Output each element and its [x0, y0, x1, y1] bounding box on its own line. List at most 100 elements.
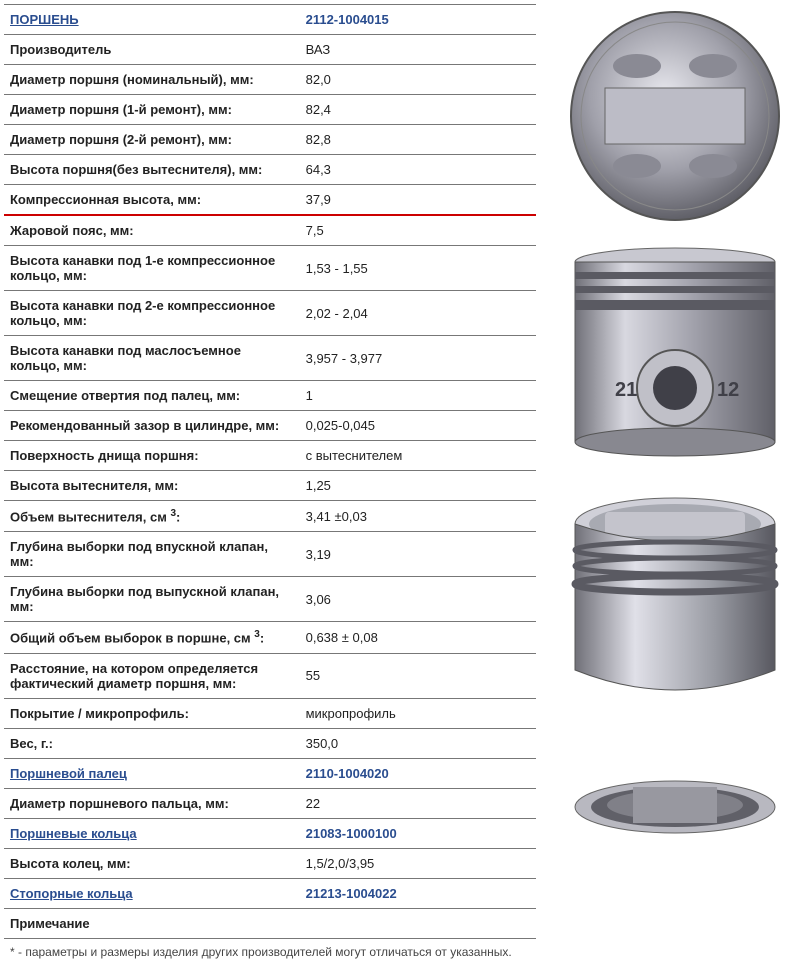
spec-label: Диаметр поршня (1-й ремонт), мм: — [4, 95, 300, 125]
spec-value: 2112-1004015 — [300, 5, 536, 35]
svg-text:21: 21 — [615, 379, 637, 401]
spec-row: Покрытие / микропрофиль:микропрофиль — [4, 698, 536, 728]
spec-label: Объем вытеснителя, см 3: — [4, 501, 300, 532]
spec-value: 2,02 - 2,04 — [300, 291, 536, 336]
spec-row: Высота поршня(без вытеснителя), мм:64,3 — [4, 155, 536, 185]
spec-label: Примечание — [4, 908, 300, 938]
spec-label: Поршневые кольца — [4, 818, 300, 848]
spec-label: Высота поршня(без вытеснителя), мм: — [4, 155, 300, 185]
spec-value: 3,957 - 3,977 — [300, 336, 536, 381]
spec-row: ПроизводительВАЗ — [4, 35, 536, 65]
spec-label: Диаметр поршневого пальца, мм: — [4, 788, 300, 818]
spec-row: Поршневые кольца 21083-1000100 — [4, 818, 536, 848]
spec-label: Расстояние, на котором определяется факт… — [4, 653, 300, 698]
spec-row: Примечание — [4, 908, 536, 938]
piston-top-view — [565, 6, 785, 226]
spec-label-link[interactable]: Поршневой палец — [10, 766, 127, 781]
piston-bottom-partial — [565, 732, 785, 842]
spec-row: Жаровой пояс, мм:7,5 — [4, 215, 536, 246]
spec-label: Покрытие / микропрофиль: — [4, 698, 300, 728]
spec-value: 21213-1004022 — [300, 878, 536, 908]
spec-value: 82,0 — [300, 65, 536, 95]
spec-value: 1,25 — [300, 471, 536, 501]
spec-label: Глубина выборки под выпускной клапан, мм… — [4, 577, 300, 622]
spec-label: Компрессионная высота, мм: — [4, 185, 300, 216]
spec-value: 55 — [300, 653, 536, 698]
spec-value: с вытеснителем — [300, 441, 536, 471]
spec-value: 21083-1000100 — [300, 818, 536, 848]
spec-value: 3,41 ±0,03 — [300, 501, 536, 532]
spec-value: 350,0 — [300, 728, 536, 758]
spec-row: Глубина выборки под впускной клапан, мм:… — [4, 532, 536, 577]
spec-row: Расстояние, на котором определяется факт… — [4, 653, 536, 698]
spec-value: 2110-1004020 — [300, 758, 536, 788]
spec-label: Жаровой пояс, мм: — [4, 215, 300, 246]
image-column: 21 12 — [540, 0, 810, 969]
spec-row: ПОРШЕНЬ 2112-1004015 — [4, 5, 536, 35]
spec-row: Высота канавки под 1-е компрессионное ко… — [4, 246, 536, 291]
spec-label: Общий объем выборок в поршне, см 3: — [4, 622, 300, 653]
spec-row: Компрессионная высота, мм:37,9 — [4, 185, 536, 216]
spec-label: Диаметр поршня (номинальный), мм: — [4, 65, 300, 95]
spec-value-link[interactable]: 21083-1000100 — [306, 826, 397, 841]
spec-value: 1,5/2,0/3,95 — [300, 848, 536, 878]
spec-value: 7,5 — [300, 215, 536, 246]
spec-label: ПОРШЕНЬ — [4, 5, 300, 35]
spec-label-link[interactable]: ПОРШЕНЬ — [10, 12, 79, 27]
spec-value — [300, 908, 536, 938]
spec-label: Диаметр поршня (2-й ремонт), мм: — [4, 125, 300, 155]
spec-row: Объем вытеснителя, см 3:3,41 ±0,03 — [4, 501, 536, 532]
spec-row: Высота колец, мм:1,5/2,0/3,95 — [4, 848, 536, 878]
spec-label: Поверхность днища поршня: — [4, 441, 300, 471]
spec-label: Глубина выборки под впускной клапан, мм: — [4, 532, 300, 577]
spec-row: Смещение отвертия под палец, мм:1 — [4, 381, 536, 411]
spec-value: микропрофиль — [300, 698, 536, 728]
spec-value-link[interactable]: 21213-1004022 — [306, 886, 397, 901]
spec-table: ПОРШЕНЬ2112-1004015ПроизводительВАЗДиаме… — [4, 4, 536, 939]
spec-label-link[interactable]: Поршневые кольца — [10, 826, 137, 841]
spec-value-link[interactable]: 2112-1004015 — [306, 12, 389, 27]
spec-label: Высота вытеснителя, мм: — [4, 471, 300, 501]
spec-value: 22 — [300, 788, 536, 818]
spec-value: 82,8 — [300, 125, 536, 155]
spec-value: 64,3 — [300, 155, 536, 185]
spec-value: 3,19 — [300, 532, 536, 577]
spec-row: Диаметр поршня (номинальный), мм:82,0 — [4, 65, 536, 95]
spec-label-link[interactable]: Стопорные кольца — [10, 886, 133, 901]
spec-row: Общий объем выборок в поршне, см 3:0,638… — [4, 622, 536, 653]
spec-value: 0,025-0,045 — [300, 411, 536, 441]
spec-row: Стопорные кольца 21213-1004022 — [4, 878, 536, 908]
spec-label: Рекомендованный зазор в цилиндре, мм: — [4, 411, 300, 441]
spec-value: 0,638 ± 0,08 — [300, 622, 536, 653]
spec-row: Поверхность днища поршня:с вытеснителем — [4, 441, 536, 471]
spec-table-column: ПОРШЕНЬ2112-1004015ПроизводительВАЗДиаме… — [0, 0, 540, 969]
spec-value: 1,53 - 1,55 — [300, 246, 536, 291]
piston-angled-view — [565, 490, 785, 720]
piston-side-view: 21 12 — [565, 238, 785, 478]
spec-label: Смещение отвертия под палец, мм: — [4, 381, 300, 411]
spec-value-link[interactable]: 2110-1004020 — [306, 766, 389, 781]
spec-row: Высота канавки под 2-е компрессионное ко… — [4, 291, 536, 336]
spec-row: Поршневой палец 2110-1004020 — [4, 758, 536, 788]
spec-row: Диаметр поршня (1-й ремонт), мм:82,4 — [4, 95, 536, 125]
spec-value: 1 — [300, 381, 536, 411]
spec-row: Вес, г.:350,0 — [4, 728, 536, 758]
spec-value: 37,9 — [300, 185, 536, 216]
spec-label: Стопорные кольца — [4, 878, 300, 908]
spec-row: Рекомендованный зазор в цилиндре, мм:0,0… — [4, 411, 536, 441]
spec-label: Высота канавки под 1-е компрессионное ко… — [4, 246, 300, 291]
spec-label: Производитель — [4, 35, 300, 65]
spec-value: ВАЗ — [300, 35, 536, 65]
spec-label: Высота колец, мм: — [4, 848, 300, 878]
svg-text:12: 12 — [717, 379, 739, 401]
spec-row: Диаметр поршня (2-й ремонт), мм:82,8 — [4, 125, 536, 155]
spec-row: Высота канавки под маслосъемное кольцо, … — [4, 336, 536, 381]
spec-value: 82,4 — [300, 95, 536, 125]
spec-row: Диаметр поршневого пальца, мм:22 — [4, 788, 536, 818]
spec-value: 3,06 — [300, 577, 536, 622]
spec-label: Высота канавки под 2-е компрессионное ко… — [4, 291, 300, 336]
footnote: * - параметры и размеры изделия других п… — [4, 939, 536, 965]
spec-label: Поршневой палец — [4, 758, 300, 788]
spec-row: Глубина выборки под выпускной клапан, мм… — [4, 577, 536, 622]
spec-label: Вес, г.: — [4, 728, 300, 758]
